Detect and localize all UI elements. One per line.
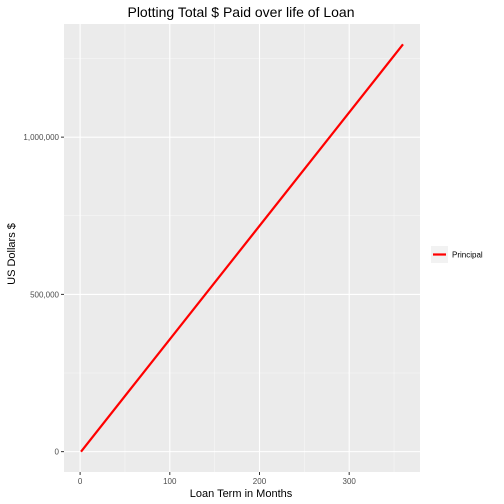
series-layer bbox=[80, 43, 404, 453]
x-axis-ticks: 0 100 200 300 bbox=[78, 472, 357, 486]
y-axis-title: US Dollars $ bbox=[6, 223, 18, 285]
series-line-principal bbox=[80, 43, 404, 453]
y-tick-label: 1,000,000 bbox=[23, 133, 59, 142]
y-axis-ticks: 0 500,000 1,000,000 bbox=[23, 133, 64, 457]
y-tick-label: 0 bbox=[55, 448, 60, 457]
x-tick-label: 0 bbox=[78, 477, 83, 486]
x-tick-label: 100 bbox=[163, 477, 177, 486]
legend-label-principal: Principal bbox=[452, 251, 483, 260]
chart-title: Plotting Total $ Paid over life of Loan bbox=[127, 4, 354, 20]
x-tick-label: 200 bbox=[253, 477, 267, 486]
grid-major bbox=[64, 24, 420, 472]
x-tick-label: 300 bbox=[343, 477, 357, 486]
grid-minor bbox=[64, 24, 420, 472]
y-tick-label: 500,000 bbox=[30, 290, 59, 299]
legend: Principal bbox=[431, 246, 483, 263]
x-axis-title: Loan Term in Months bbox=[190, 488, 293, 500]
